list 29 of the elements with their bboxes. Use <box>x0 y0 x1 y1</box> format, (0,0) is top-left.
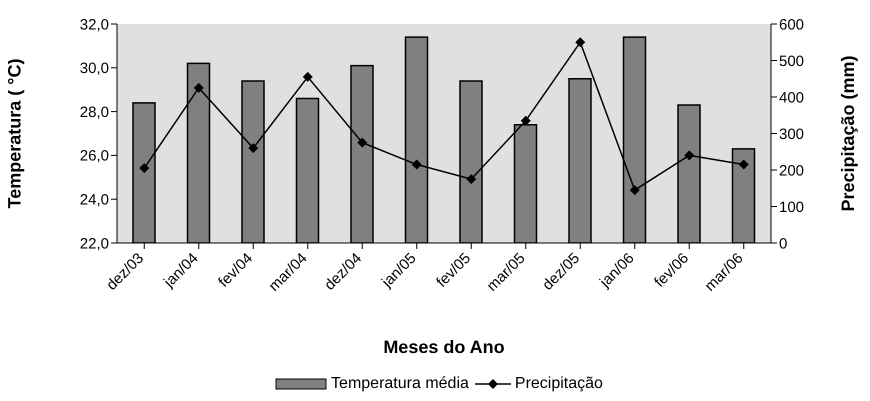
point <box>248 143 258 154</box>
y2-tick-label: 200 <box>779 162 804 180</box>
point <box>412 160 422 170</box>
x-axis-title: Meses do Ano <box>383 337 505 357</box>
point <box>302 72 313 82</box>
y2-tick-label: 400 <box>779 89 804 106</box>
y2-tick-label: 0 <box>779 235 788 252</box>
y-tick-label: 24,0 <box>80 192 109 209</box>
point <box>466 174 476 184</box>
point <box>194 82 204 93</box>
point <box>139 163 150 174</box>
y-tick-label: 28,0 <box>80 104 109 121</box>
point <box>520 116 531 126</box>
y2-tick-label: 100 <box>779 198 804 216</box>
y2-axis-title: Precipitação (mm) <box>838 55 858 212</box>
y-tick-label: 30,0 <box>80 60 109 78</box>
y-tick-label: 22,0 <box>80 235 109 252</box>
y2-tick-label: 300 <box>779 126 804 143</box>
y-tick-label: 32,0 <box>80 16 109 34</box>
point <box>575 37 586 48</box>
point <box>738 160 749 170</box>
point <box>630 185 640 196</box>
y2-tick-label: 600 <box>779 16 804 34</box>
point <box>357 138 368 148</box>
y2-tick-label: 500 <box>779 52 804 70</box>
point <box>684 150 694 160</box>
legend-label: Temperatura média <box>330 375 469 393</box>
y-tick-label: 26,0 <box>80 148 109 165</box>
legend-label: Precipitação <box>514 375 603 393</box>
